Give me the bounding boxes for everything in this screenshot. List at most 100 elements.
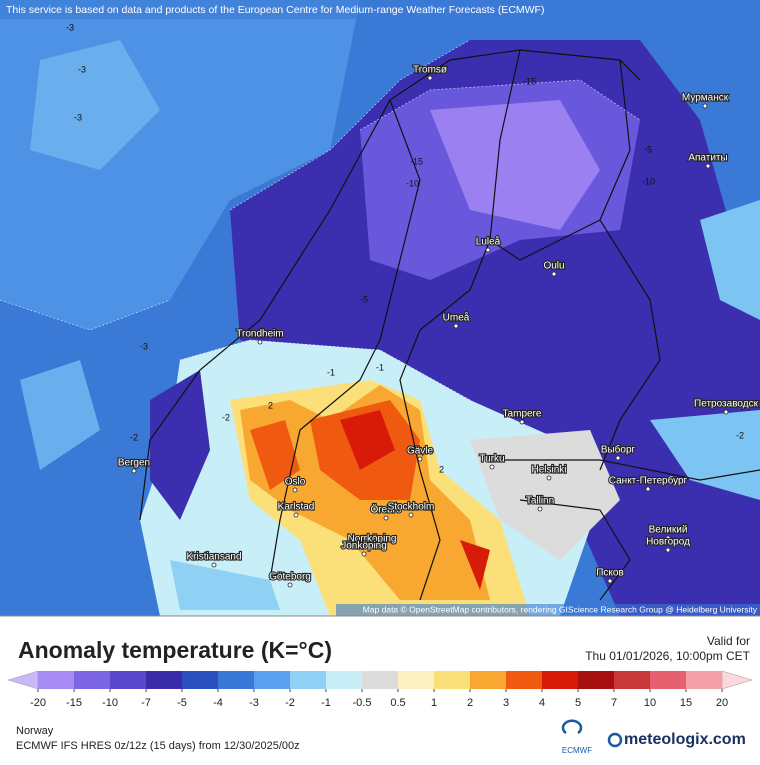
city-dot <box>723 409 729 415</box>
colorbar-low <box>7 670 39 690</box>
city-label: Tromsø <box>413 65 447 76</box>
city-dot <box>489 464 495 470</box>
colorbar-tick-label: 5 <box>575 697 581 709</box>
city-dot <box>427 75 433 81</box>
city-label: Tallinn <box>526 496 554 507</box>
city-dot <box>615 455 621 461</box>
colorbar-tick-label: 0.5 <box>390 697 405 709</box>
city-label: Karlstad <box>278 502 315 513</box>
contour-label: -2 <box>222 412 230 422</box>
colorbar-box <box>218 671 254 689</box>
city-label: Gävle <box>407 446 434 457</box>
city-dot <box>287 582 293 588</box>
colorbar-box <box>38 671 74 689</box>
city-label: Luleå <box>476 236 501 248</box>
contour-label: -3 <box>74 112 82 122</box>
city-label: Bergen <box>118 458 150 469</box>
panel-title: Anomaly temperature (K=°C) <box>18 637 332 663</box>
city-dot <box>546 475 552 481</box>
city-label: Norrköping <box>348 534 397 545</box>
colorbar-box <box>290 671 326 689</box>
city-label: Kristiansand <box>186 552 241 563</box>
city-dot <box>485 247 491 253</box>
contours <box>0 39 641 401</box>
city-dot <box>645 486 651 492</box>
contour-label: -10 <box>642 176 655 186</box>
city-label: Göteborg <box>269 572 311 583</box>
city-dot <box>551 271 557 277</box>
contour-label: -2 <box>736 430 744 440</box>
city-label: Псков <box>596 568 624 579</box>
contour-label: 2 <box>439 464 444 474</box>
city-label: Umeå <box>443 312 470 324</box>
colorbar-box <box>110 671 146 689</box>
city-dot <box>383 515 389 521</box>
notice: This service is based on data and produc… <box>6 4 544 16</box>
contour-label: -1 <box>376 362 384 372</box>
model: ECMWF IFS HRES 0z/12z (15 days) from 12/… <box>16 740 300 752</box>
colorbar-tick-label: 20 <box>716 697 728 709</box>
city-dot <box>665 547 671 553</box>
colorbar-tick-label: 7 <box>611 697 617 709</box>
colorbar-box <box>398 671 434 689</box>
city-dot <box>519 419 525 425</box>
city-label: Великий <box>649 525 688 536</box>
valid-label: Valid for <box>707 634 750 648</box>
city-dot <box>293 512 299 518</box>
city-label: Örebro <box>370 504 402 516</box>
field-patch <box>20 40 160 470</box>
notice-bg <box>0 0 540 19</box>
ecmwf-logo <box>561 719 583 735</box>
cold-region <box>150 370 210 520</box>
city-dot <box>361 551 367 557</box>
city-dot <box>408 512 414 518</box>
contour-label: -2 <box>130 432 138 442</box>
colorbar-box <box>182 671 218 689</box>
valid-time: Thu 01/01/2026, 10:00pm CET <box>585 649 750 663</box>
colorbar-tick-label: 3 <box>503 697 509 709</box>
brand: meteologix.com <box>624 731 746 748</box>
field-patch <box>650 200 760 500</box>
colorbar-box <box>362 671 398 689</box>
city-label: Trondheim <box>236 329 283 340</box>
borders <box>139 49 760 601</box>
colorbar-box <box>470 671 506 689</box>
city-dot <box>211 562 217 568</box>
neutral-region <box>470 430 620 560</box>
attribution-bg <box>336 604 760 616</box>
city-label: Петрозаводск <box>694 399 759 410</box>
city-label: Мурманск <box>682 93 729 104</box>
ecmwf-text: ECMWF <box>562 746 592 755</box>
colorbar-box <box>326 671 362 689</box>
contour-label: -15 <box>523 76 536 86</box>
colorbar-box <box>578 671 614 689</box>
city-dot <box>607 578 613 584</box>
colorbar-tick-label: -3 <box>249 697 259 709</box>
colorbar-box <box>650 671 686 689</box>
city-label: Turku <box>479 454 504 465</box>
colorbar-tick-label: -15 <box>66 697 82 709</box>
colorbar-box <box>506 671 542 689</box>
contour-label: 2 <box>268 400 273 410</box>
colorbar-tick-label: -4 <box>213 697 223 709</box>
colorbar-tick-label: -2 <box>285 697 295 709</box>
contour-label: -3 <box>78 64 86 74</box>
city-label: Tampere <box>503 409 542 420</box>
city-dot <box>417 456 423 462</box>
city-label: Oslo <box>285 477 306 488</box>
city-dot <box>292 487 298 493</box>
brand-logo <box>607 732 623 748</box>
contour-label: -10 <box>406 178 419 188</box>
colorbar-tick-label: -10 <box>102 697 118 709</box>
city-dot <box>131 468 137 474</box>
contour-label: -3 <box>140 341 148 351</box>
cold-core <box>430 100 600 230</box>
city-label: Jönköping <box>341 541 387 552</box>
contour-label: -5 <box>644 144 652 154</box>
city-dot <box>257 339 263 345</box>
city-label: Апатиты <box>688 153 727 164</box>
colorbar-tick-label: 4 <box>539 697 545 709</box>
field-patch <box>170 560 280 610</box>
colorbar-tick-label: 15 <box>680 697 692 709</box>
